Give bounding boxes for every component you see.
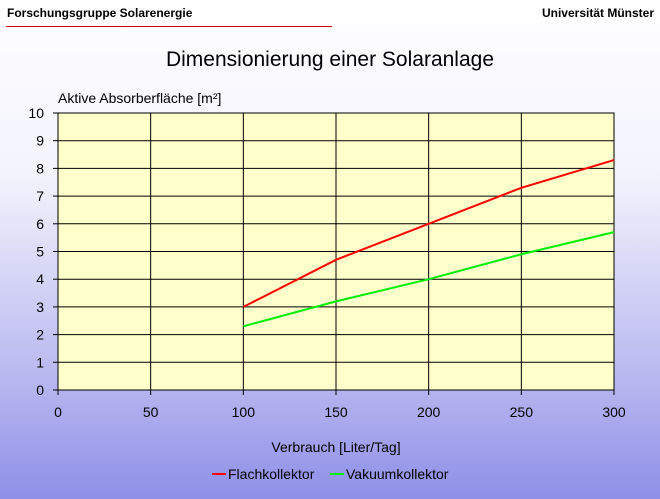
y-tick-label: 3 (36, 299, 44, 315)
x-tick-label: 50 (143, 404, 159, 420)
legend-label: Vakuumkollektor (346, 466, 449, 482)
header-right-text: Universität Münster (541, 6, 654, 20)
y-tick-label: 1 (36, 354, 44, 370)
x-tick-label: 150 (324, 404, 348, 420)
y-tick-label: 8 (36, 160, 44, 176)
y-axis-label: Aktive Absorberfläche [m²] (58, 90, 221, 106)
y-tick-label: 4 (36, 271, 44, 287)
x-tick-label: 250 (510, 404, 534, 420)
y-tick-label: 7 (36, 188, 44, 204)
legend-label: Flachkollektor (228, 466, 315, 482)
y-tick-label: 6 (36, 216, 44, 232)
y-tick-label: 5 (36, 244, 44, 260)
header-left-text: Forschungsgruppe Solarenergie (7, 6, 193, 20)
series-lines (242, 159, 615, 328)
y-tick-label: 10 (28, 105, 44, 121)
y-tick-label: 2 (36, 327, 44, 343)
x-tick-label: 200 (417, 404, 441, 420)
x-axis-label: Verbrauch [Liter/Tag] (271, 439, 400, 455)
x-tick-label: 300 (602, 404, 626, 420)
x-tick-label: 0 (54, 404, 62, 420)
legend: Flachkollektor Vakuumkollektor (212, 466, 449, 482)
chart-title: Dimensionierung einer Solaranlage (165, 48, 495, 71)
y-tick-label: 0 (36, 382, 44, 398)
x-tick-label: 100 (232, 404, 256, 420)
series-line-flachkollektor (242, 159, 615, 308)
y-tick-label: 9 (36, 133, 44, 149)
header-divider (6, 26, 332, 27)
series-line-vakuumkollektor (243, 231, 615, 328)
